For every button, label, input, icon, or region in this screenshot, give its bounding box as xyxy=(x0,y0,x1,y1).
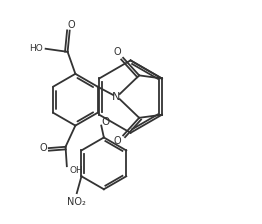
Text: O: O xyxy=(39,143,47,153)
Text: O: O xyxy=(114,136,121,146)
Text: N: N xyxy=(112,92,121,102)
Text: OH: OH xyxy=(69,166,83,175)
Text: O: O xyxy=(67,20,75,30)
Text: O: O xyxy=(114,47,121,57)
Text: NO₂: NO₂ xyxy=(67,197,86,207)
Text: O: O xyxy=(102,117,110,127)
Text: HO: HO xyxy=(29,44,43,53)
